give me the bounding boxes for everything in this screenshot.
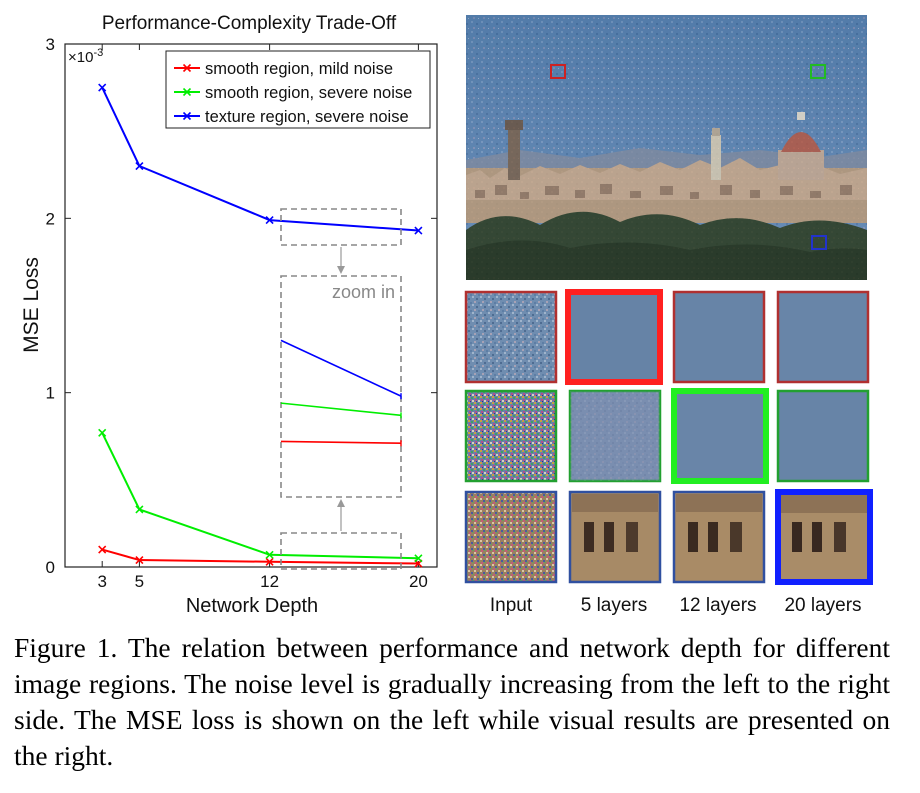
texture-20-layers (775, 489, 873, 585)
data-point (414, 226, 423, 235)
series-layer (98, 83, 423, 568)
x-tick-label: 12 (260, 572, 279, 591)
y-tick-label: 0 (46, 558, 55, 577)
legend-item: texture region, severe noise (174, 108, 409, 126)
zoom-series-line-2 (280, 440, 402, 445)
chart-title: Performance-Complexity Trade-Off (102, 13, 397, 34)
legend-item: smooth region, mild noise (174, 60, 393, 78)
legend-item: smooth region, severe noise (174, 84, 412, 102)
data-point (135, 505, 144, 514)
series-line-1 (101, 432, 419, 560)
green-region-marker (810, 64, 826, 79)
legend: smooth region, mild noise smooth region, … (165, 50, 431, 129)
y-axis: 0 1 2 3 (46, 35, 437, 577)
y-exponent-label: ×10-3 (68, 47, 103, 66)
y-tick-label: 2 (46, 209, 55, 228)
legend-box (165, 50, 431, 129)
legend-label: smooth region, severe noise (205, 84, 412, 102)
series-line-0 (101, 548, 419, 565)
legend-label: smooth region, mild noise (205, 60, 393, 78)
zoom-arrowhead-bottom (337, 499, 345, 507)
zoom-label: zoom in (332, 282, 395, 302)
y-tick-label: 3 (46, 35, 55, 54)
y-tick-label: 1 (46, 384, 55, 403)
image-panel: Input 5 layers 12 layers 20 layers (464, 15, 873, 616)
row-smooth-mild (464, 289, 870, 385)
data-point (98, 428, 107, 437)
data-point (414, 554, 423, 563)
data-point (265, 550, 274, 559)
zoom-source-box-top (280, 208, 402, 246)
zoom-source-box-bottom (280, 532, 402, 570)
figure-caption: Figure 1. The relation between performan… (14, 632, 890, 771)
row-texture-severe (464, 489, 873, 585)
zoom-series-line-0 (280, 339, 402, 397)
x-axis: 3 5 12 20 (97, 44, 428, 591)
column-label-5-layers: 5 layers (581, 595, 648, 616)
blue-region-marker (811, 235, 827, 250)
data-point (265, 216, 274, 225)
zoom-series-line-1 (280, 402, 402, 417)
zoom-inset-box (280, 275, 402, 498)
series-line-2 (101, 87, 419, 232)
legend-items: smooth region, mild noise smooth region, … (174, 60, 412, 126)
y-axis-label: MSE Loss (20, 257, 43, 353)
zoom-arrowhead-top (337, 266, 345, 274)
red-region-marker (550, 64, 566, 79)
data-point (98, 83, 107, 92)
row-smooth-severe (464, 388, 870, 484)
column-label-20-layers: 20 layers (784, 595, 861, 616)
landscape-photo (466, 15, 867, 280)
data-point (265, 557, 274, 566)
data-point (135, 161, 144, 171)
legend-label: texture region, severe noise (205, 108, 409, 126)
x-axis-label: Network Depth (186, 595, 318, 617)
x-tick-label: 5 (135, 572, 144, 591)
column-labels: Input 5 layers 12 layers 20 layers (490, 595, 862, 616)
zoom-inset-lines (280, 339, 402, 447)
texture-12-layers (672, 490, 766, 584)
column-label-12-layers: 12 layers (679, 595, 756, 616)
texture-5-layers (568, 490, 662, 584)
column-label-input: Input (490, 595, 533, 616)
data-point (98, 545, 107, 554)
x-tick-label: 3 (97, 572, 106, 591)
x-tick-label: 20 (409, 572, 428, 591)
data-point (135, 555, 144, 565)
plot-area-border (64, 43, 438, 568)
